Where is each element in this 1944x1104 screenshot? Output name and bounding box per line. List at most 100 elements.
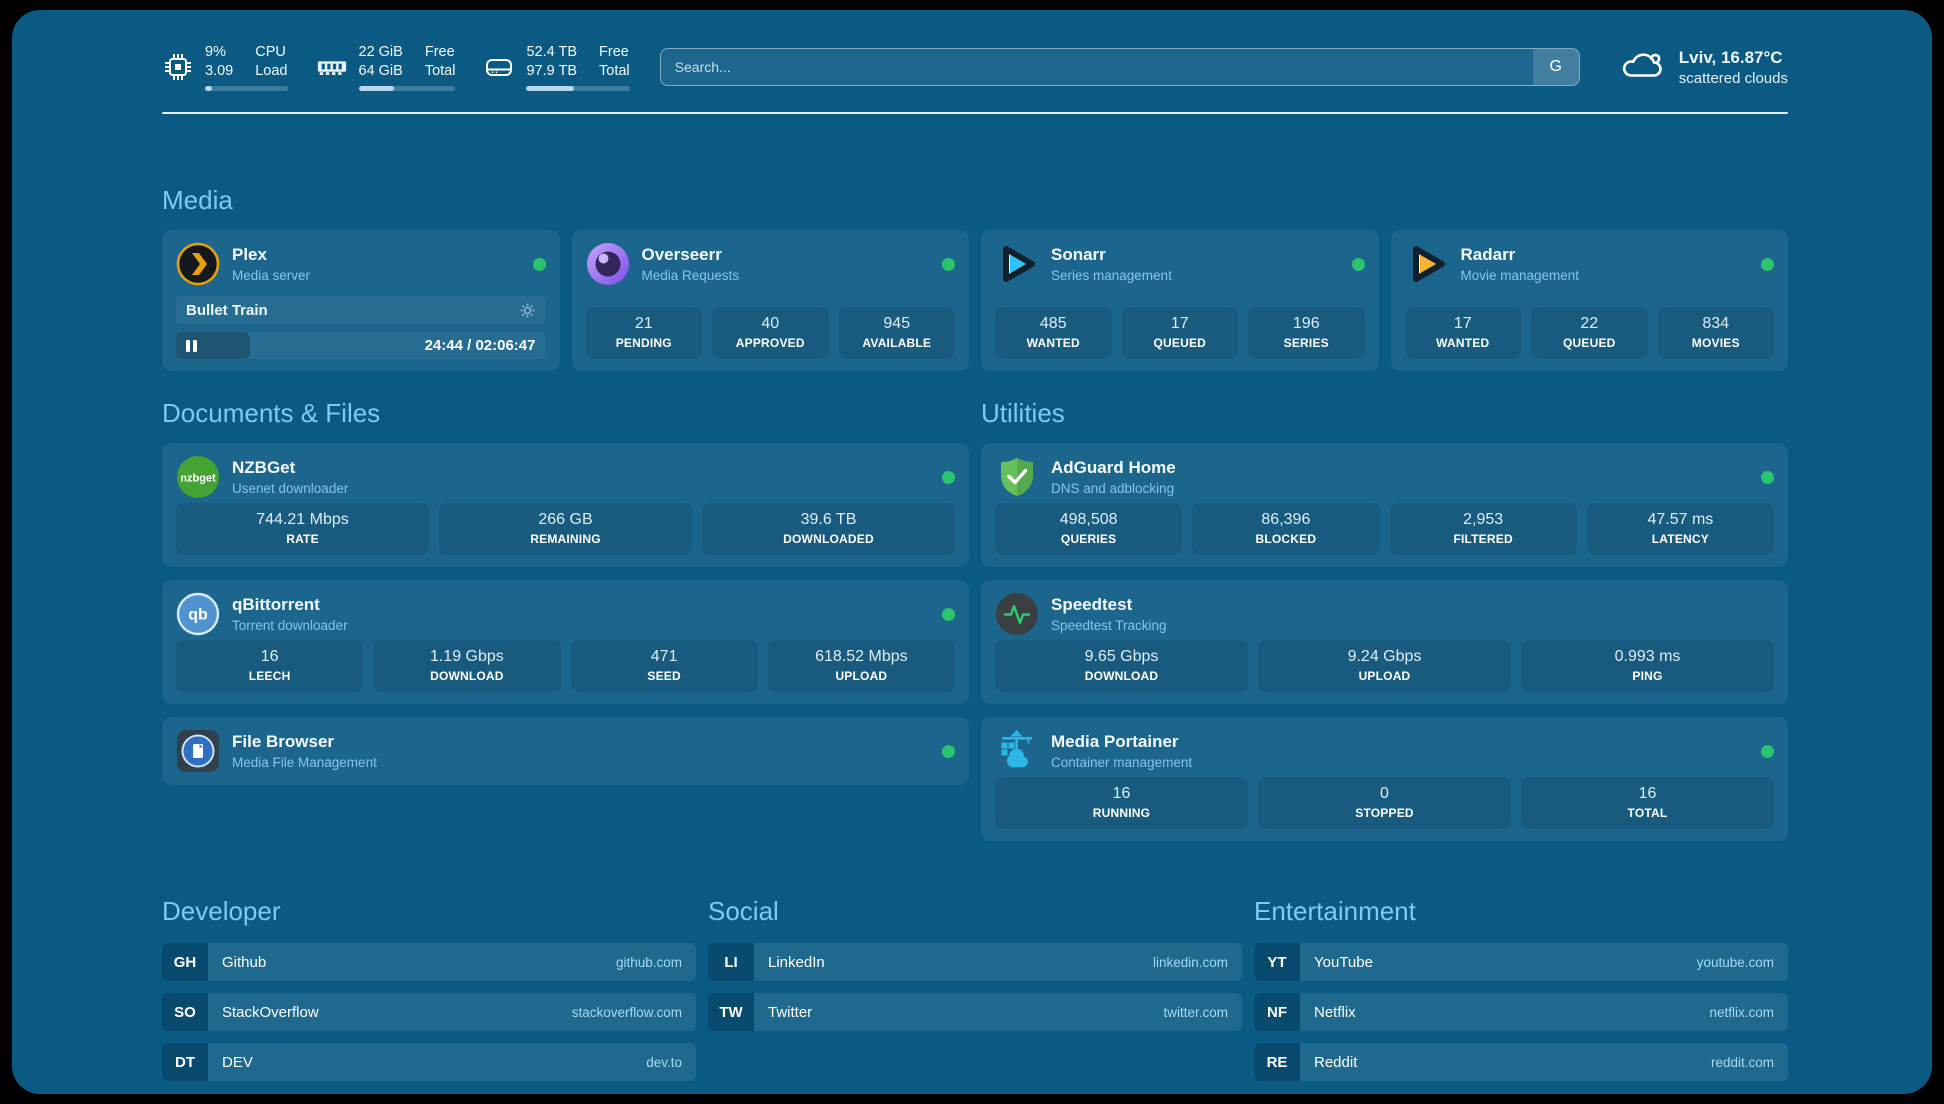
svg-text:qb: qb [188, 607, 208, 624]
bookmark-group-entertainment: Entertainment YT YouTube youtube.com NF … [1254, 895, 1788, 1093]
stat-blocked: 86,396 BLOCKED [1192, 503, 1380, 555]
media-player-progress: 24:44 / 02:06:47 [176, 332, 546, 359]
header-bar: 9% 3.09 CPU Load [162, 40, 1788, 94]
disk-icon [483, 51, 515, 83]
app-name: Radarr [1460, 245, 1516, 264]
app-card-qbittorrent[interactable]: qb qBittorrent Torrent downloader 16 LEE… [162, 580, 969, 704]
bookmark-domain: dev.to [646, 1054, 682, 1070]
status-dot-online [1761, 744, 1774, 758]
app-name: NZBGet [232, 458, 296, 477]
bookmark-name: YouTube [1314, 953, 1373, 971]
search-bar: G [659, 48, 1580, 86]
memory-free-label: Free [424, 44, 455, 60]
app-name: Speedtest [1051, 595, 1133, 614]
app-card-portainer[interactable]: Media Portainer Container management 16 … [981, 717, 1788, 841]
cpu-progress-track [205, 86, 288, 91]
app-card-nzbget[interactable]: nzbget NZBGet Usenet downloader 744.21 M… [162, 443, 969, 567]
app-name: Plex [232, 245, 267, 264]
status-dot-online [1351, 257, 1365, 271]
bookmark-abbr: GH [162, 943, 208, 981]
app-subtitle: Series management [1051, 268, 1172, 283]
app-card-filebrowser[interactable]: File Browser Media File Management [162, 717, 969, 785]
cpu-icon [162, 51, 194, 83]
bookmark-name: Reddit [1314, 1053, 1358, 1071]
bookmark-youtube[interactable]: YT YouTube youtube.com [1254, 943, 1788, 981]
bookmark-dev[interactable]: DT DEV dev.to [162, 1043, 696, 1081]
app-card-sonarr[interactable]: Sonarr Series management 485 WANTED 17 Q… [981, 230, 1379, 371]
weather-widget: Lviv, 16.87°C scattered clouds [1618, 48, 1788, 87]
stat-movies: 834 MOVIES [1657, 307, 1774, 359]
app-subtitle: Movie management [1460, 268, 1580, 283]
memory-free-value: 22 GiB [358, 44, 403, 60]
status-dot-online [1761, 257, 1774, 271]
app-name: qBittorrent [232, 595, 320, 614]
bookmark-domain: linkedin.com [1152, 954, 1228, 970]
memory-total-value: 64 GiB [358, 63, 403, 79]
memory-progress-fill [358, 86, 395, 91]
stat-pending: 21 PENDING [585, 307, 702, 359]
now-playing-settings-icon[interactable] [519, 302, 536, 319]
stat-rate: 744.21 Mbps RATE [176, 503, 429, 555]
bookmark-name: Netflix [1314, 1003, 1356, 1021]
memory-progress-track [358, 86, 456, 91]
app-card-overseerr[interactable]: Overseerr Media Requests 21 PENDING 40 A… [571, 230, 969, 371]
disk-progress-fill [526, 86, 574, 91]
stat-leech: 16 LEECH [176, 640, 364, 692]
app-card-radarr[interactable]: Radarr Movie management 17 WANTED 22 QUE… [1390, 230, 1788, 371]
bookmark-abbr: SO [162, 993, 208, 1031]
bookmark-domain: github.com [615, 954, 682, 970]
section-title-utilities: Utilities [981, 398, 1065, 428]
memory-icon [316, 51, 348, 83]
app-subtitle: Media Requests [641, 268, 740, 283]
bookmark-twitter[interactable]: TW Twitter twitter.com [708, 993, 1242, 1031]
bookmark-abbr: RE [1254, 1043, 1300, 1081]
app-card-speedtest[interactable]: Speedtest Speedtest Tracking 9.65 Gbps D… [981, 580, 1788, 704]
bookmark-domain: reddit.com [1710, 1054, 1774, 1070]
cpu-progress-fill [205, 86, 213, 91]
app-card-plex[interactable]: Plex Media server Bullet Train 24:44 / 0… [162, 230, 560, 371]
bookmark-domain: stackoverflow.com [571, 1004, 682, 1020]
bookmark-name: LinkedIn [768, 953, 825, 971]
app-name: Media Portainer [1051, 732, 1179, 751]
bookmark-stackoverflow[interactable]: SO StackOverflow stackoverflow.com [162, 993, 696, 1031]
status-dot-online [1761, 470, 1774, 484]
resource-widgets: 9% 3.09 CPU Load [162, 43, 630, 91]
media-player-time: 24:44 / 02:06:47 [424, 337, 536, 354]
bookmark-group-social: Social LI LinkedIn linkedin.com TW Twitt… [708, 895, 1242, 1043]
bookmark-linkedin[interactable]: LI LinkedIn linkedin.com [708, 943, 1242, 981]
section-title-social: Social [708, 896, 779, 926]
disk-widget: 52.4 TB 97.9 TB Free Total [483, 43, 630, 91]
status-dot-online [942, 470, 955, 484]
documents-column: Documents & Files nzbget NZBGet Usenet d… [162, 397, 969, 785]
stat-download: 9.65 Gbps DOWNLOAD [995, 640, 1248, 692]
bookmark-name: StackOverflow [222, 1003, 319, 1021]
cpu-widget: 9% 3.09 CPU Load [162, 43, 288, 91]
bookmark-domain: youtube.com [1696, 954, 1774, 970]
media-card-grid: Plex Media server Bullet Train 24:44 / 0… [162, 230, 1788, 371]
plex-icon [176, 242, 220, 286]
stat-download: 1.19 Gbps DOWNLOAD [373, 640, 561, 692]
disk-free-label: Free [599, 44, 629, 60]
bookmark-github[interactable]: GH Github github.com [162, 943, 696, 981]
cpu-label: CPU [255, 44, 286, 60]
pause-button[interactable] [186, 339, 197, 352]
app-card-adguard[interactable]: AdGuard Home DNS and adblocking 498,508 … [981, 443, 1788, 567]
search-input[interactable] [659, 48, 1580, 86]
bookmark-netflix[interactable]: NF Netflix netflix.com [1254, 993, 1788, 1031]
app-name: Sonarr [1051, 245, 1106, 264]
app-subtitle: Speedtest Tracking [1051, 618, 1167, 633]
load-label: Load [255, 63, 288, 79]
weather-condition: scattered clouds [1678, 69, 1788, 87]
section-title-developer: Developer [162, 896, 281, 926]
overseerr-icon [586, 242, 630, 286]
bookmark-reddit[interactable]: RE Reddit reddit.com [1254, 1043, 1788, 1081]
app-name: AdGuard Home [1051, 458, 1176, 477]
cpu-percent: 9% [205, 44, 226, 60]
now-playing-title: Bullet Train [186, 301, 268, 319]
status-dot-online [942, 607, 955, 621]
stat-seed: 471 SEED [570, 640, 758, 692]
bookmark-domain: twitter.com [1163, 1004, 1228, 1020]
stat-upload: 9.24 Gbps UPLOAD [1258, 640, 1511, 692]
search-provider-button[interactable]: G [1532, 49, 1579, 85]
bookmark-abbr: YT [1254, 943, 1300, 981]
